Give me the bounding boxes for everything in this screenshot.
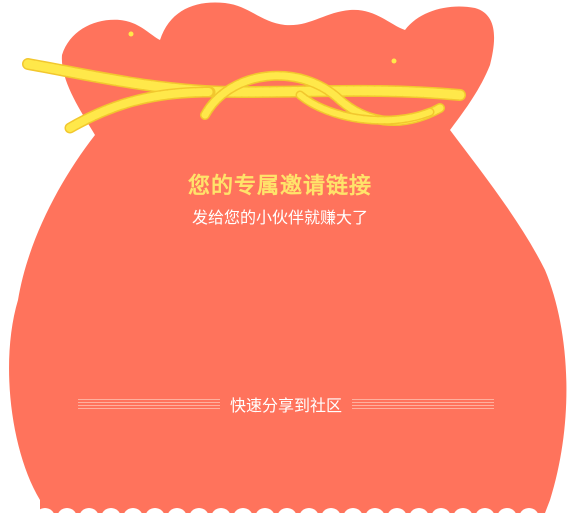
- pouch-body: [9, 2, 567, 513]
- yellow-rope-icon: [22, 58, 466, 134]
- share-to-community-label: 快速分享到社区: [230, 396, 343, 415]
- divider-stripe-left: [78, 398, 220, 410]
- divider-stripe-right: [352, 398, 495, 410]
- invite-subtitle: 发给您的小伙伴就赚大了: [191, 208, 368, 227]
- invite-title: 您的专属邀请链接: [187, 174, 372, 199]
- share-divider: 快速分享到社区: [78, 394, 495, 415]
- sparkle-dot-right: [391, 58, 397, 64]
- sparkle-dot-left: [128, 31, 134, 37]
